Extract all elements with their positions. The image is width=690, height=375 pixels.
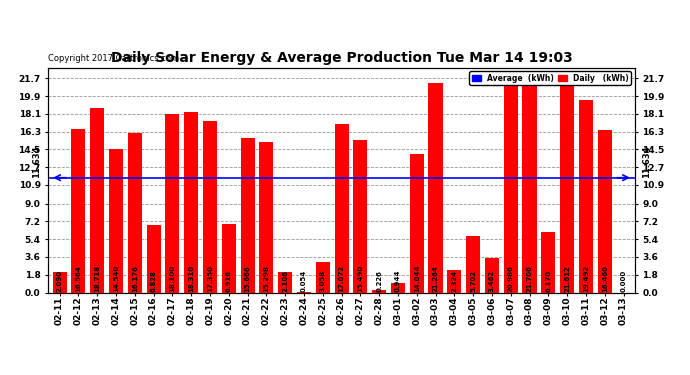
- Bar: [485, 258, 499, 292]
- Bar: [316, 262, 330, 292]
- Text: 16.176: 16.176: [132, 265, 138, 292]
- Text: 6.170: 6.170: [545, 270, 551, 292]
- Text: 19.492: 19.492: [583, 265, 589, 292]
- Text: 18.100: 18.100: [169, 265, 175, 292]
- Text: 11.634: 11.634: [642, 145, 651, 178]
- Text: 6.828: 6.828: [150, 270, 157, 292]
- Bar: [278, 272, 292, 292]
- Text: 21.264: 21.264: [433, 265, 439, 292]
- Bar: [166, 114, 179, 292]
- Bar: [504, 86, 518, 292]
- Text: 15.490: 15.490: [357, 265, 364, 292]
- Text: 2.090: 2.090: [57, 270, 63, 292]
- Bar: [184, 112, 198, 292]
- Text: 0.944: 0.944: [395, 270, 401, 292]
- Bar: [71, 129, 86, 292]
- Text: 21.706: 21.706: [526, 265, 533, 292]
- Bar: [428, 82, 442, 292]
- Bar: [447, 270, 462, 292]
- Text: 16.564: 16.564: [75, 265, 81, 292]
- Text: 2.324: 2.324: [451, 270, 457, 292]
- Bar: [146, 225, 161, 292]
- Bar: [579, 100, 593, 292]
- Text: 17.072: 17.072: [339, 265, 344, 292]
- Bar: [259, 141, 273, 292]
- Bar: [466, 236, 480, 292]
- Title: Daily Solar Energy & Average Production Tue Mar 14 19:03: Daily Solar Energy & Average Production …: [110, 51, 573, 65]
- Bar: [90, 108, 104, 292]
- Text: 18.310: 18.310: [188, 265, 194, 292]
- Text: 17.350: 17.350: [207, 265, 213, 292]
- Text: 15.666: 15.666: [244, 266, 250, 292]
- Bar: [598, 130, 612, 292]
- Text: 3.462: 3.462: [489, 270, 495, 292]
- Bar: [128, 133, 142, 292]
- Bar: [109, 149, 123, 292]
- Text: 15.298: 15.298: [264, 265, 269, 292]
- Text: 21.612: 21.612: [564, 265, 570, 292]
- Bar: [52, 272, 67, 292]
- Text: 14.540: 14.540: [113, 265, 119, 292]
- Text: 5.702: 5.702: [470, 270, 476, 292]
- Bar: [391, 283, 405, 292]
- Text: 20.986: 20.986: [508, 265, 514, 292]
- Text: 2.106: 2.106: [282, 270, 288, 292]
- Text: 11.634: 11.634: [32, 145, 41, 178]
- Text: Copyright 2017 Cartronics.com: Copyright 2017 Cartronics.com: [48, 54, 179, 63]
- Text: 14.044: 14.044: [414, 264, 420, 292]
- Bar: [221, 224, 236, 292]
- Text: 3.058: 3.058: [319, 270, 326, 292]
- Bar: [541, 232, 555, 292]
- Bar: [335, 124, 348, 292]
- Bar: [203, 121, 217, 292]
- Text: 0.226: 0.226: [376, 270, 382, 292]
- Bar: [410, 154, 424, 292]
- Bar: [560, 79, 574, 292]
- Legend: Average  (kWh), Daily   (kWh): Average (kWh), Daily (kWh): [469, 71, 631, 85]
- Bar: [241, 138, 255, 292]
- Bar: [522, 78, 537, 292]
- Text: 0.054: 0.054: [301, 270, 307, 292]
- Text: 6.916: 6.916: [226, 270, 232, 292]
- Bar: [372, 290, 386, 292]
- Bar: [353, 140, 367, 292]
- Text: 0.000: 0.000: [620, 270, 627, 292]
- Text: 16.460: 16.460: [602, 265, 608, 292]
- Text: 18.718: 18.718: [94, 265, 100, 292]
